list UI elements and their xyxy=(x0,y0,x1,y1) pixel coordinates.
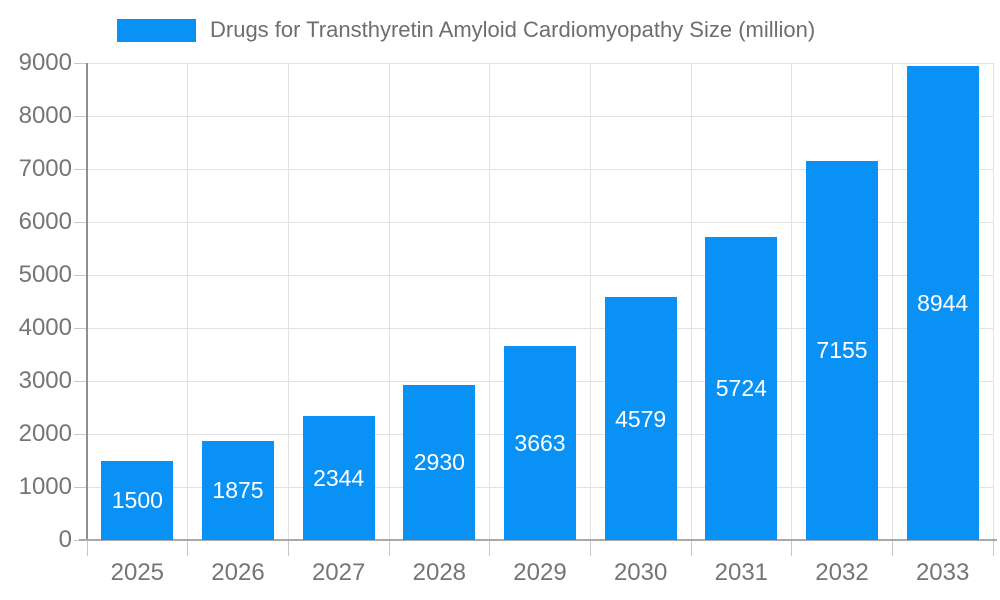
x-axis-tick xyxy=(791,541,793,556)
x-axis-tick xyxy=(690,541,692,556)
x-tick-label: 2026 xyxy=(211,559,265,586)
x-axis-tick xyxy=(86,541,88,556)
bar[interactable] xyxy=(504,345,576,540)
y-axis-line xyxy=(86,63,88,540)
y-tick-label: 8000 xyxy=(18,102,72,129)
x-tick-label: 2031 xyxy=(714,559,769,586)
bar[interactable] xyxy=(403,384,476,540)
bar-value-label: 2344 xyxy=(313,464,365,491)
y-tick-label: 3000 xyxy=(18,367,72,394)
gridline-vertical xyxy=(489,63,491,540)
bar[interactable] xyxy=(202,440,274,540)
bar[interactable] xyxy=(705,236,778,540)
gridline-horizontal xyxy=(87,327,993,329)
bar-value-label: 3663 xyxy=(514,429,566,456)
y-axis-tick xyxy=(74,221,87,223)
y-axis-tick xyxy=(74,168,87,170)
x-tick-label: 2027 xyxy=(311,559,366,586)
y-tick-label: 7000 xyxy=(18,155,72,182)
gridline-vertical xyxy=(791,63,793,540)
bar[interactable] xyxy=(302,415,375,540)
x-axis-tick xyxy=(489,541,491,556)
y-tick-label: 6000 xyxy=(18,208,72,235)
y-axis-tick xyxy=(74,274,87,276)
x-tick-label: 2028 xyxy=(412,559,467,586)
gridline-horizontal xyxy=(87,168,993,170)
bar-value-label: 4579 xyxy=(615,405,667,432)
x-axis-tick xyxy=(388,541,390,556)
bar[interactable] xyxy=(101,460,174,540)
chart-title: Drugs for Transthyretin Amyloid Cardiomy… xyxy=(210,17,816,42)
y-axis-tick xyxy=(74,115,87,117)
legend-swatch xyxy=(117,18,196,42)
y-tick-label: 1000 xyxy=(18,473,72,500)
x-axis-line xyxy=(79,539,997,541)
x-tick-label: 2029 xyxy=(513,559,567,586)
y-axis-tick xyxy=(74,380,87,382)
y-tick-label: 9000 xyxy=(18,49,72,76)
bar-value-label: 5724 xyxy=(715,375,767,402)
bar-value-label: 8944 xyxy=(917,289,969,316)
gridline-vertical xyxy=(891,63,893,540)
x-tick-label: 2030 xyxy=(613,559,668,586)
y-axis-tick xyxy=(74,62,87,64)
x-axis-tick xyxy=(589,541,591,556)
bar-value-label: 2930 xyxy=(413,449,465,476)
gridline-horizontal xyxy=(87,274,993,276)
bar-value-label: 7155 xyxy=(816,337,868,364)
legend-item[interactable]: Drugs for Transthyretin Amyloid Cardiomy… xyxy=(117,17,815,43)
gridline-horizontal xyxy=(87,115,993,117)
bar[interactable] xyxy=(806,160,878,540)
x-axis-tick xyxy=(891,541,893,556)
x-axis-tick xyxy=(187,541,189,556)
y-tick-label: 0 xyxy=(58,526,72,553)
gridline-vertical xyxy=(690,63,692,540)
gridline-vertical xyxy=(287,63,289,540)
gridline-vertical xyxy=(589,63,591,540)
gridline-vertical xyxy=(388,63,390,540)
gridline-horizontal xyxy=(87,62,993,64)
x-tick-label: 2025 xyxy=(110,559,165,586)
bar[interactable] xyxy=(906,65,979,540)
y-axis-tick xyxy=(74,486,87,488)
x-axis-tick xyxy=(287,541,289,556)
y-tick-label: 2000 xyxy=(18,420,72,447)
gridline-vertical xyxy=(992,63,994,540)
bar[interactable] xyxy=(604,297,677,540)
x-tick-label: 2032 xyxy=(815,559,869,586)
y-tick-label: 4000 xyxy=(18,314,72,341)
y-tick-label: 5000 xyxy=(18,261,72,288)
x-axis-tick xyxy=(992,541,994,556)
y-axis-tick xyxy=(74,327,87,329)
bar-value-label: 1875 xyxy=(212,477,264,504)
x-tick-label: 2033 xyxy=(915,559,970,586)
gridline-vertical xyxy=(187,63,189,540)
gridline-horizontal xyxy=(87,221,993,223)
y-axis-tick xyxy=(74,433,87,435)
bar-value-label: 1500 xyxy=(111,487,163,514)
